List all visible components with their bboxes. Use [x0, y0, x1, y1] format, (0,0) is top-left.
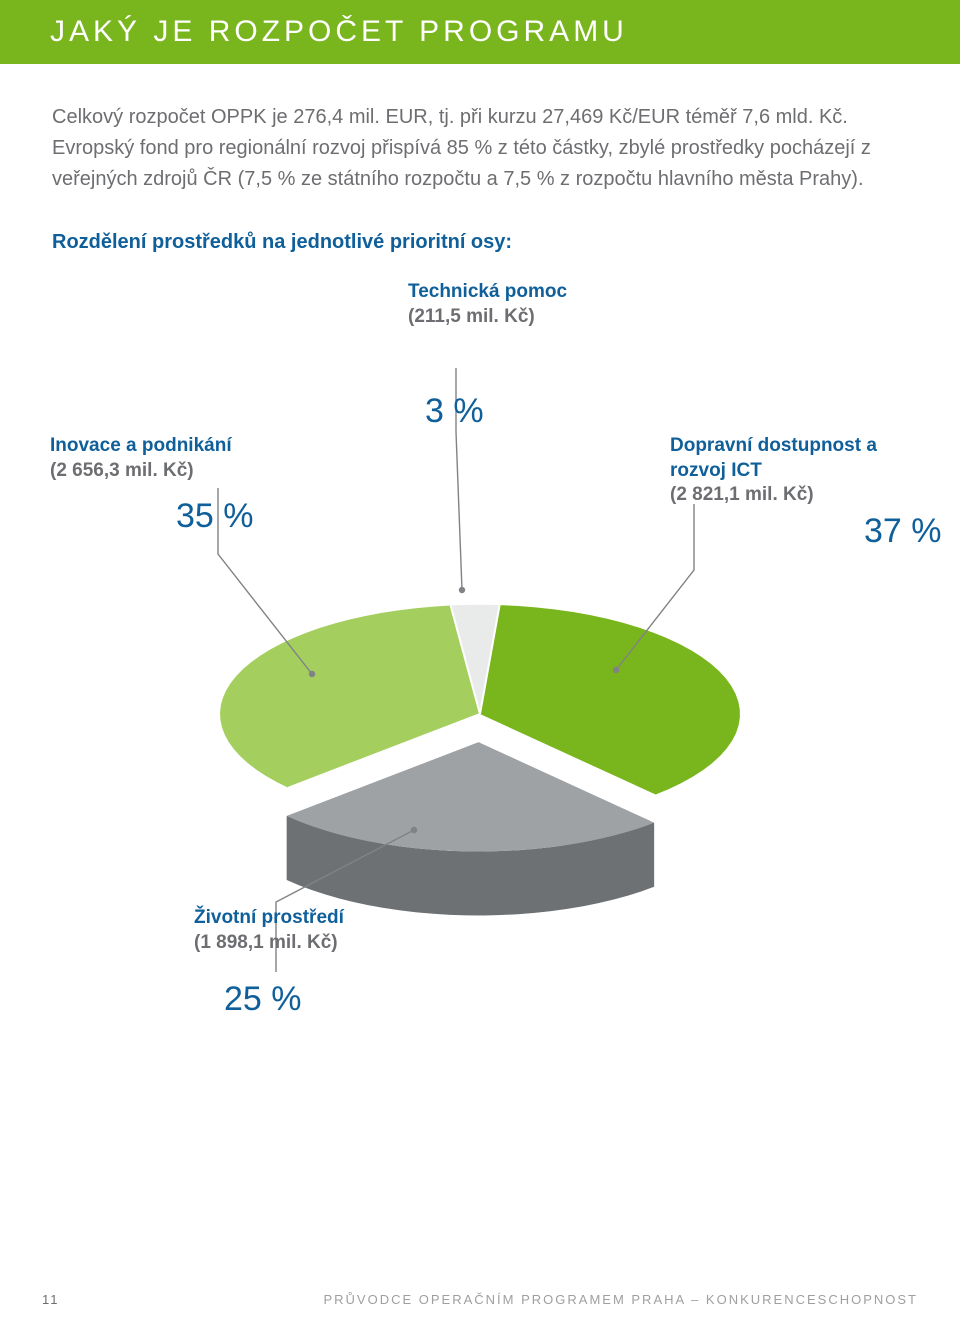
callout-transport: Dopravní dostupnost a rozvoj ICT (2 821,… [670, 434, 890, 508]
callout-technical: Technická pomoc (211,5 mil. Kč) [408, 280, 567, 329]
callout-innovation-label: Inovace a podnikání [50, 434, 232, 459]
page-number: 11 [42, 1292, 60, 1307]
chart-subheading: Rozdělení prostředků na jednotlivé prior… [0, 195, 960, 254]
page-footer: 11 PRŮVODCE OPERAČNÍM PROGRAMEM PRAHA – … [0, 1292, 960, 1307]
callout-innovation-amount: (2 656,3 mil. Kč) [50, 459, 232, 484]
page-title: JAKÝ JE ROZPOČET PROGRAMU [50, 15, 628, 49]
callout-innovation: Inovace a podnikání (2 656,3 mil. Kč) [50, 434, 232, 483]
callout-transport-amount: (2 821,1 mil. Kč) [670, 483, 890, 508]
callout-environment-label: Životní prostředí [194, 906, 344, 931]
callout-technical-amount: (211,5 mil. Kč) [408, 305, 567, 330]
pct-environment: 25 % [224, 980, 302, 1019]
callout-transport-label: Dopravní dostupnost a rozvoj ICT [670, 434, 890, 483]
callout-environment: Životní prostředí (1 898,1 mil. Kč) [194, 906, 344, 955]
pct-technical: 3 % [425, 392, 484, 431]
pie-chart-area: Technická pomoc (211,5 mil. Kč) 3 % Inov… [0, 254, 960, 974]
callout-environment-amount: (1 898,1 mil. Kč) [194, 931, 344, 956]
pct-transport: 37 % [864, 512, 942, 551]
doc-title: PRŮVODCE OPERAČNÍM PROGRAMEM PRAHA – KON… [323, 1292, 918, 1307]
callout-technical-label: Technická pomoc [408, 280, 567, 305]
pct-innovation: 35 % [176, 497, 254, 536]
pie-chart [0, 254, 960, 974]
intro-paragraph: Celkový rozpočet OPPK je 276,4 mil. EUR,… [0, 64, 960, 195]
title-bar: JAKÝ JE ROZPOČET PROGRAMU [0, 0, 960, 64]
